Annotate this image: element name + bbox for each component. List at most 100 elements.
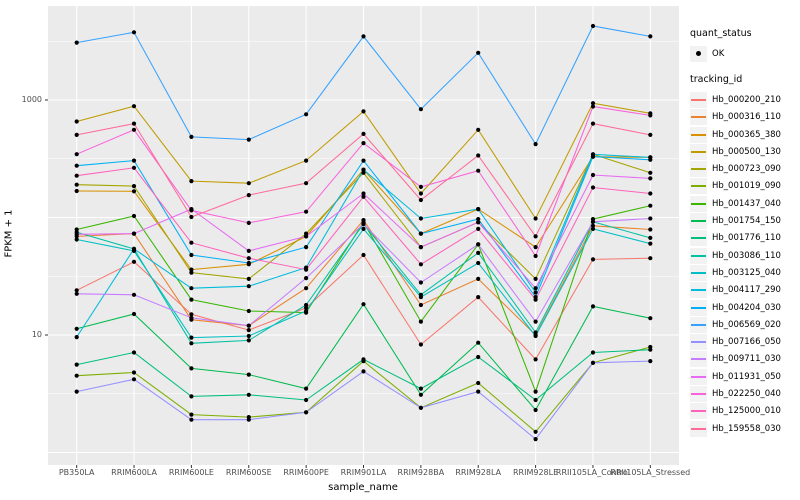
data-point [418, 245, 423, 250]
legend-line-swatch [691, 202, 706, 205]
data-point [361, 194, 366, 199]
data-point [246, 137, 251, 142]
data-point [533, 437, 538, 442]
data-point [189, 412, 194, 417]
data-point [418, 231, 423, 236]
data-point [361, 34, 366, 39]
x-axis-title: sample_name [328, 482, 398, 493]
x-tick-label-RRIM600PE: RRIM600PE [283, 468, 329, 477]
data-point [361, 357, 366, 362]
data-point [418, 216, 423, 221]
data-point [304, 305, 309, 310]
legend-key-box [690, 143, 707, 160]
legend-entry-label: Hb_003086_110 [712, 250, 781, 261]
legend-line-swatch [691, 98, 706, 101]
data-point [131, 184, 137, 189]
legend-item-Hb_006569_020: Hb_006569_020 [690, 316, 781, 333]
data-point [418, 191, 423, 196]
data-point [304, 234, 309, 239]
data-point [189, 312, 194, 317]
data-point [131, 377, 137, 382]
data-point [476, 50, 481, 55]
legend-line-swatch [691, 341, 706, 344]
data-point [304, 286, 309, 291]
legend-line-swatch [691, 133, 706, 136]
data-point [590, 121, 596, 126]
data-point [476, 380, 481, 386]
legend-entry-label: Hb_001776_110 [712, 233, 781, 244]
data-point [361, 252, 366, 258]
data-point [476, 226, 481, 231]
data-point [74, 132, 79, 137]
data-point [361, 191, 366, 196]
ok-key-box [690, 45, 707, 62]
data-point [304, 397, 309, 403]
legend-key-box [690, 91, 707, 108]
legend-entry-label: Hb_004204_030 [712, 302, 781, 313]
data-point [418, 342, 423, 347]
data-point [189, 366, 194, 371]
data-point [131, 246, 137, 251]
legend-entry-label: Hb_009711_030 [712, 354, 781, 365]
legend-item-Hb_000723_090: Hb_000723_090 [690, 160, 781, 178]
data-point [361, 167, 366, 172]
data-point [361, 158, 366, 163]
data-point [131, 213, 137, 219]
data-point [131, 350, 137, 355]
legend-item-Hb_000200_210: Hb_000200_210 [690, 91, 781, 108]
data-point [533, 290, 538, 295]
legend-key-box [690, 264, 707, 281]
legend-entry-label: Hb_001754_150 [712, 216, 781, 227]
legend-line-swatch [691, 168, 706, 171]
legend-key-box [690, 178, 707, 195]
data-point [189, 270, 194, 275]
data-point [131, 30, 137, 35]
x-tick-label-RRIM600LE: RRIM600LE [168, 468, 214, 477]
data-point [74, 173, 79, 178]
data-point [131, 292, 137, 297]
legend-entry-label: Hb_001019_090 [712, 181, 781, 192]
x-tick-label-RRIM901LA: RRIM901LA [340, 468, 387, 477]
legend-key-box [690, 161, 707, 178]
data-point [74, 335, 79, 340]
quant-status-title: quant_status [690, 28, 752, 39]
data-point [590, 360, 596, 365]
data-point [361, 131, 366, 136]
data-point [74, 373, 79, 378]
data-point [648, 347, 653, 352]
data-point [189, 240, 194, 245]
data-point [476, 220, 481, 225]
data-point [418, 405, 423, 410]
data-point [418, 184, 423, 189]
data-point [189, 315, 194, 320]
data-point [189, 208, 194, 213]
data-point [648, 157, 653, 162]
data-point [131, 311, 137, 317]
legend-item-Hb_011931_050: Hb_011931_050 [690, 368, 781, 385]
data-point [304, 386, 309, 391]
data-point [533, 253, 538, 259]
data-point [418, 197, 423, 203]
data-point [648, 316, 653, 321]
data-point [590, 219, 596, 224]
data-point [476, 340, 481, 345]
data-point [74, 163, 79, 168]
legend-line-swatch [691, 237, 706, 240]
data-point [590, 101, 596, 106]
data-point [648, 113, 653, 118]
data-point [74, 188, 79, 194]
data-point [304, 112, 309, 117]
x-tick-label-RRIM928BA: RRIM928BA [397, 468, 445, 477]
data-point [131, 127, 137, 132]
legend-key-box [690, 109, 707, 126]
data-point [246, 248, 251, 253]
data-point [476, 276, 481, 281]
data-point [189, 286, 194, 291]
data-point [533, 297, 538, 302]
data-point [418, 107, 423, 112]
legend-entry-label: Hb_000723_090 [712, 164, 781, 175]
data-point [304, 209, 309, 214]
data-point [590, 257, 596, 262]
data-point [131, 158, 137, 163]
legend-entry-label: Hb_022250_040 [712, 388, 781, 399]
